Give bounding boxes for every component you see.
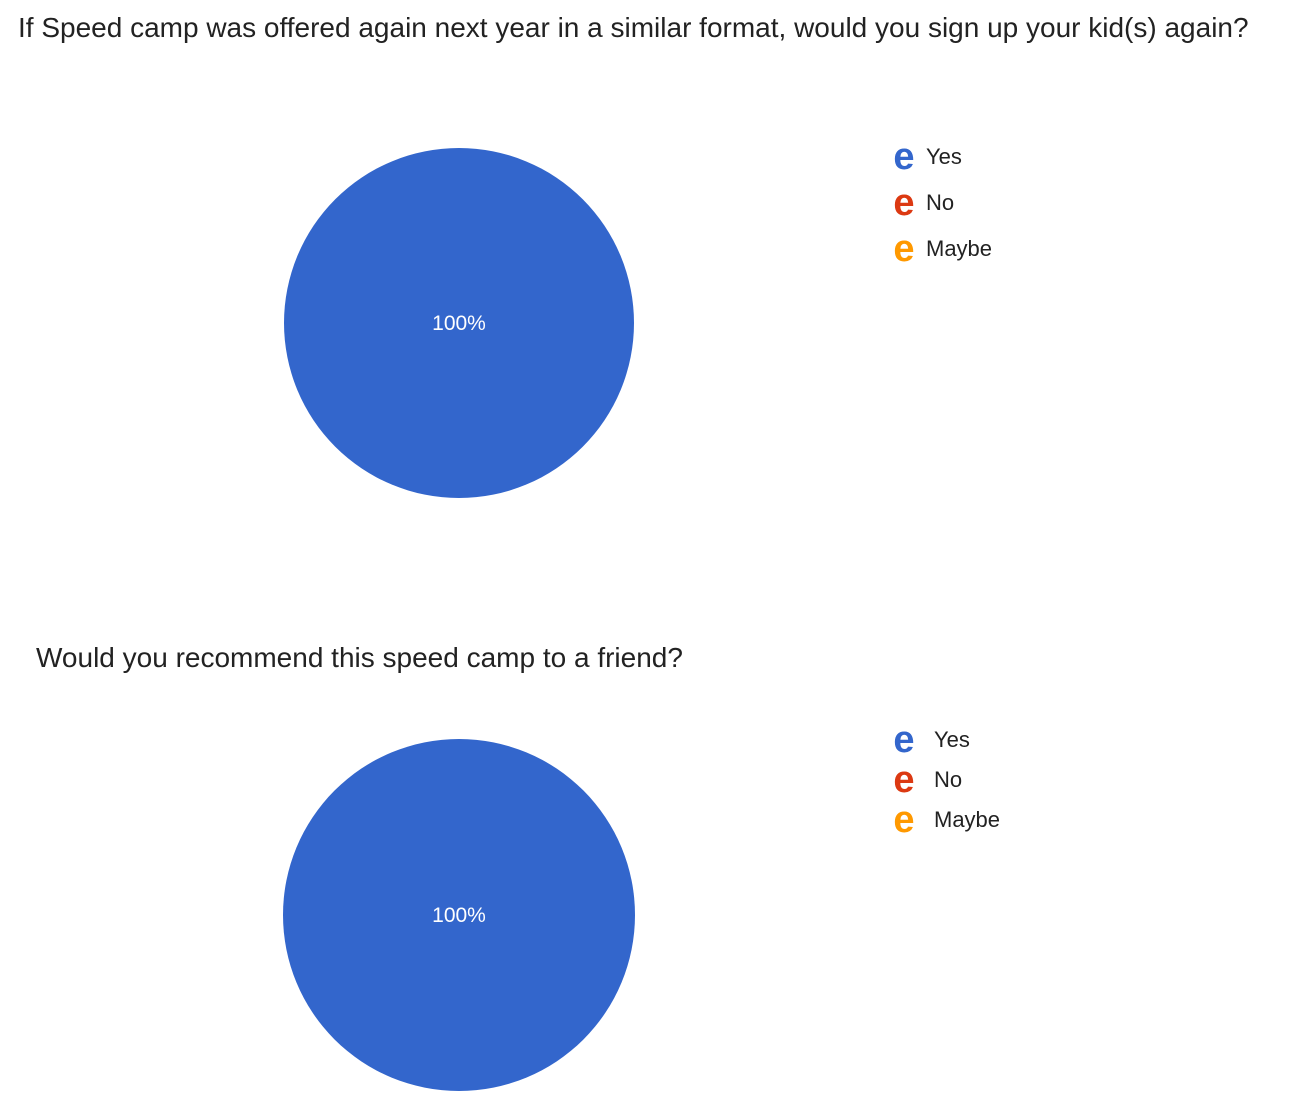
legend-1-item-no: e No bbox=[888, 180, 992, 226]
pie-1-value-label: 100% bbox=[432, 312, 486, 335]
legend-2-item-yes: e Yes bbox=[888, 720, 1000, 760]
legend-marker-icon: e bbox=[893, 182, 915, 224]
legend-label: Yes bbox=[926, 144, 962, 169]
legend-marker-icon: e bbox=[893, 136, 915, 178]
legend-1-item-yes: e Yes bbox=[888, 134, 992, 180]
pie-2-slice-yes bbox=[283, 739, 635, 1091]
legend-marker-icon: e bbox=[893, 719, 915, 761]
legend-label: No bbox=[934, 767, 963, 792]
pie-chart-2: 100% bbox=[283, 739, 635, 1091]
legend-2-item-no: e No bbox=[888, 760, 1000, 800]
legend-2-item-maybe: e Maybe bbox=[888, 800, 1000, 840]
legend-marker-icon: e bbox=[893, 759, 915, 801]
legend-marker-icon: e bbox=[893, 799, 915, 841]
legend-label: Maybe bbox=[934, 807, 1001, 832]
question-1-title: If Speed camp was offered again next yea… bbox=[18, 12, 1249, 43]
question-2-title: Would you recommend this speed camp to a… bbox=[36, 642, 683, 673]
pie-chart-1: 100% bbox=[284, 148, 634, 498]
pie-2-value-label: 100% bbox=[432, 904, 486, 927]
legend-1: e Yes e No e Maybe bbox=[888, 134, 992, 272]
legend-2: e Yes e No e Maybe bbox=[888, 720, 1000, 840]
legend-1-item-maybe: e Maybe bbox=[888, 226, 992, 272]
legend-label: Yes bbox=[934, 727, 970, 752]
legend-marker-icon: e bbox=[893, 228, 915, 270]
legend-label: No bbox=[926, 190, 955, 215]
pie-1-slice-yes bbox=[284, 148, 634, 498]
legend-label: Maybe bbox=[926, 236, 993, 261]
